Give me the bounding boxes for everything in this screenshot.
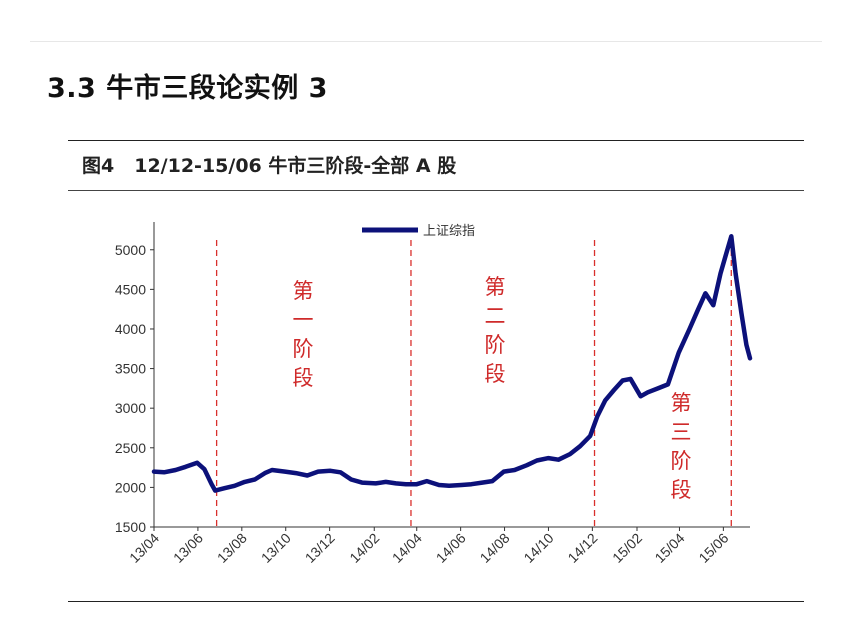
stage-annotation-char: 阶: [485, 333, 506, 357]
figure-caption: 图4 12/12-15/06 牛市三阶段-全部 A 股: [82, 151, 456, 178]
x-tick-label: 14/08: [477, 530, 513, 566]
x-tick-label: 15/02: [609, 530, 645, 566]
x-tick-label: 14/12: [564, 530, 600, 566]
y-tick-label: 3000: [115, 400, 146, 416]
figure-top-rule: [68, 140, 804, 141]
figure-caption-text: 12/12-15/06 牛市三阶段-全部 A 股: [134, 155, 457, 177]
stage-annotation-char: 段: [671, 478, 692, 502]
stage-annotation-char: 阶: [671, 449, 692, 473]
y-tick-label: 1500: [115, 519, 146, 535]
page-title: 3.3 牛市三段论实例 3: [47, 73, 328, 104]
x-tick-label: 13/06: [170, 530, 206, 566]
figure-bottom-rule: [68, 601, 804, 602]
figure-number: 图4: [82, 155, 115, 177]
x-tick-label: 14/04: [389, 530, 425, 566]
x-tick-label: 15/06: [695, 530, 731, 566]
x-tick-label: 14/06: [433, 530, 469, 566]
stage-annotation-char: 第: [485, 275, 506, 299]
x-tick-label: 13/10: [258, 530, 294, 566]
stage-annotation-char: 三: [671, 420, 692, 444]
top-divider: [30, 41, 822, 42]
y-tick-label: 2500: [115, 440, 146, 456]
x-tick-label: 14/02: [346, 530, 382, 566]
y-tick-label: 4000: [115, 321, 146, 337]
x-tick-label: 13/08: [214, 530, 250, 566]
stage-annotation-char: 第: [293, 279, 314, 303]
stage-annotation-char: 一: [293, 308, 314, 332]
x-tick-label: 13/12: [302, 530, 338, 566]
y-tick-label: 4500: [115, 281, 146, 297]
x-tick-label: 13/04: [126, 530, 162, 566]
y-tick-label: 3500: [115, 361, 146, 377]
x-tick-label: 15/04: [651, 530, 687, 566]
stage-annotation-char: 段: [485, 362, 506, 386]
figure-header-rule: [68, 190, 804, 191]
x-tick-label: 14/10: [520, 530, 556, 566]
series-line-shanghai-index: [151, 234, 753, 493]
y-tick-label: 5000: [115, 242, 146, 258]
y-tick-label: 2000: [115, 479, 146, 495]
stage-annotation-char: 段: [293, 366, 314, 390]
stage-annotation-char: 二: [485, 304, 506, 328]
stage-annotation-char: 阶: [293, 337, 314, 361]
legend-label: 上证综指: [423, 224, 475, 239]
stage-annotation-char: 第: [671, 391, 692, 415]
